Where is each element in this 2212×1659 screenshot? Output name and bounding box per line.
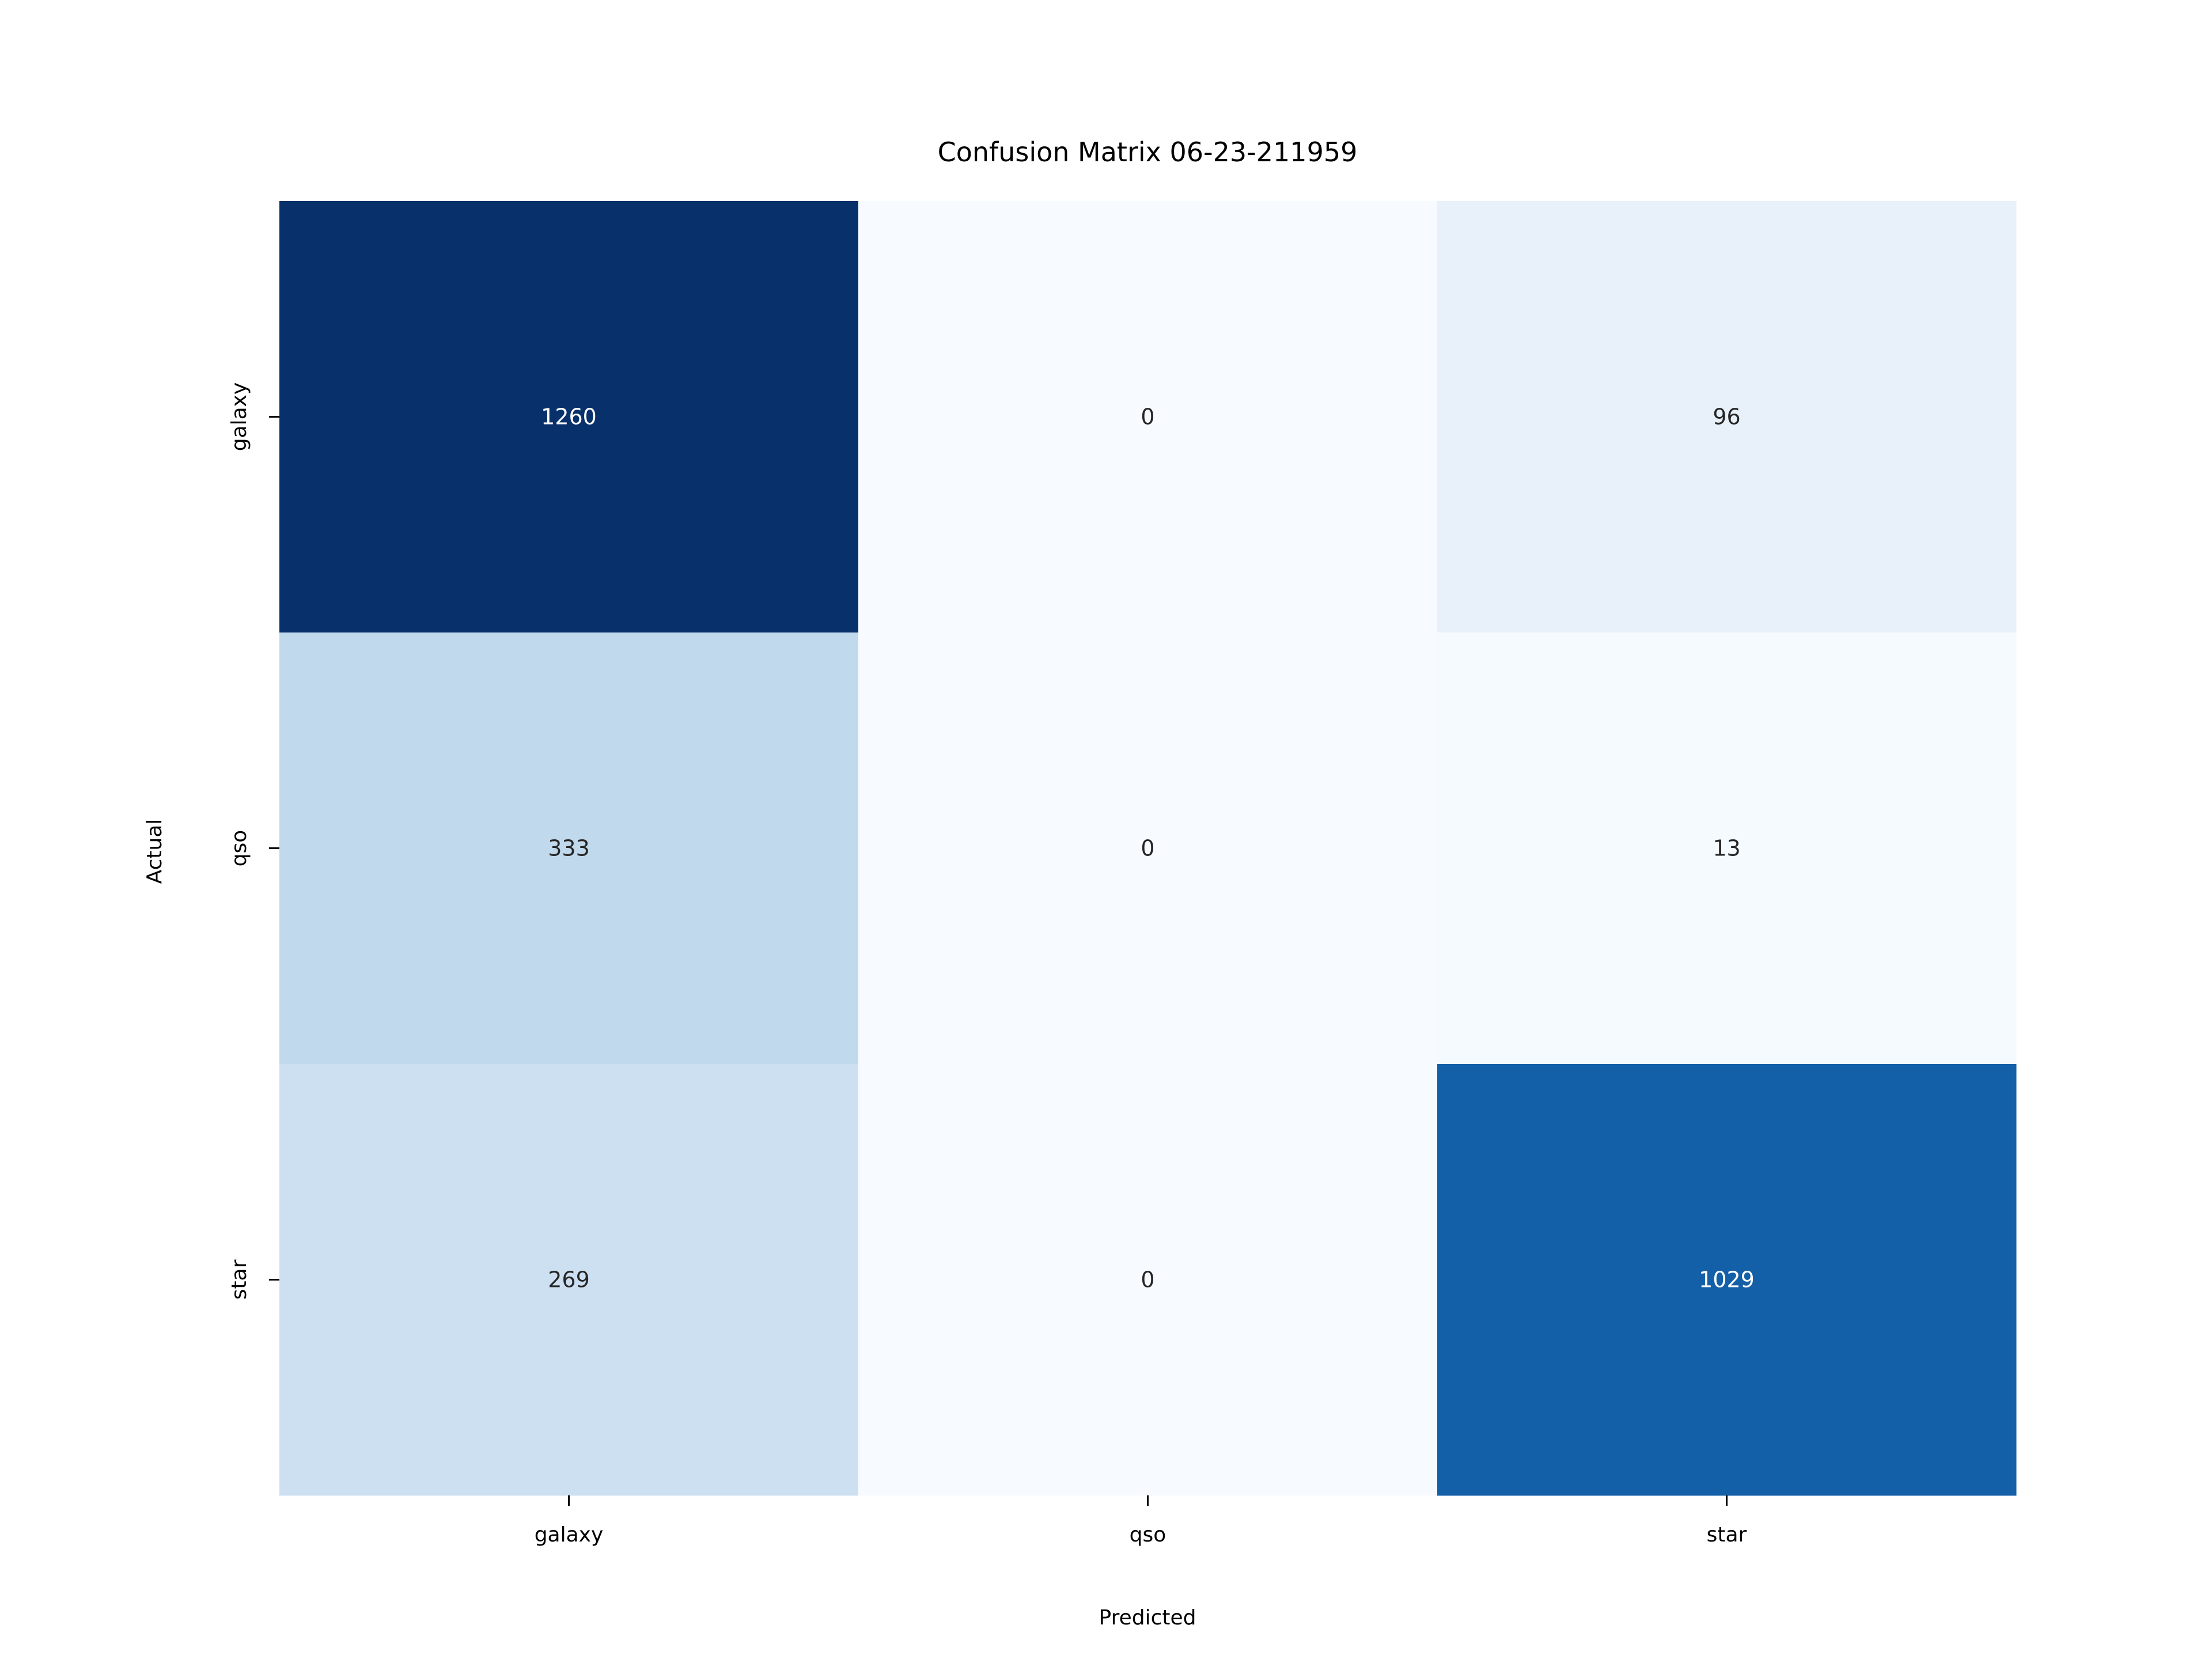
cell-value-star-star: 1029 <box>1699 1267 1755 1293</box>
cell-value-star-galaxy: 269 <box>548 1267 590 1293</box>
heatmap-cell-qso-star <box>1437 632 2017 1065</box>
x-tick-label-galaxy: galaxy <box>535 1523 604 1547</box>
y-tick-label-qso: qso <box>228 830 251 867</box>
heatmap-cells <box>279 201 2017 1496</box>
y-axis-ticks: galaxy qso star <box>228 382 279 1300</box>
heatmap-cell-galaxy-qso <box>858 201 1438 633</box>
cell-value-star-qso: 0 <box>1141 1267 1154 1293</box>
x-axis-label: Predicted <box>1099 1606 1196 1630</box>
cell-value-galaxy-qso: 0 <box>1141 404 1154 430</box>
y-tick-label-star: star <box>228 1259 251 1300</box>
heatmap-cell-qso-galaxy <box>279 632 859 1065</box>
x-axis-ticks: galaxy qso star <box>535 1495 1747 1547</box>
cell-value-galaxy-galaxy: 1260 <box>541 404 597 430</box>
heatmap-cell-star-star <box>1437 1064 2017 1496</box>
cell-value-qso-galaxy: 333 <box>548 836 590 861</box>
heatmap-cell-galaxy-star <box>1437 201 2017 633</box>
y-tick-label-galaxy: galaxy <box>228 382 251 452</box>
heatmap-cell-galaxy-galaxy <box>279 201 859 633</box>
cell-value-qso-star: 13 <box>1713 836 1740 861</box>
heatmap-cell-qso-qso <box>858 632 1438 1065</box>
cell-value-galaxy-star: 96 <box>1713 404 1740 430</box>
chart-title: Confusion Matrix 06-23-211959 <box>938 137 1358 168</box>
x-tick-label-star: star <box>1707 1523 1747 1547</box>
heatmap-cell-star-galaxy <box>279 1064 859 1496</box>
cell-value-qso-qso: 0 <box>1141 836 1154 861</box>
x-tick-label-qso: qso <box>1130 1523 1166 1547</box>
y-axis-label: Actual <box>143 819 166 884</box>
heatmap-cell-star-qso <box>858 1064 1438 1496</box>
heatmap-cell-labels: 1260 0 96 333 0 13 269 0 1029 <box>541 404 1755 1293</box>
